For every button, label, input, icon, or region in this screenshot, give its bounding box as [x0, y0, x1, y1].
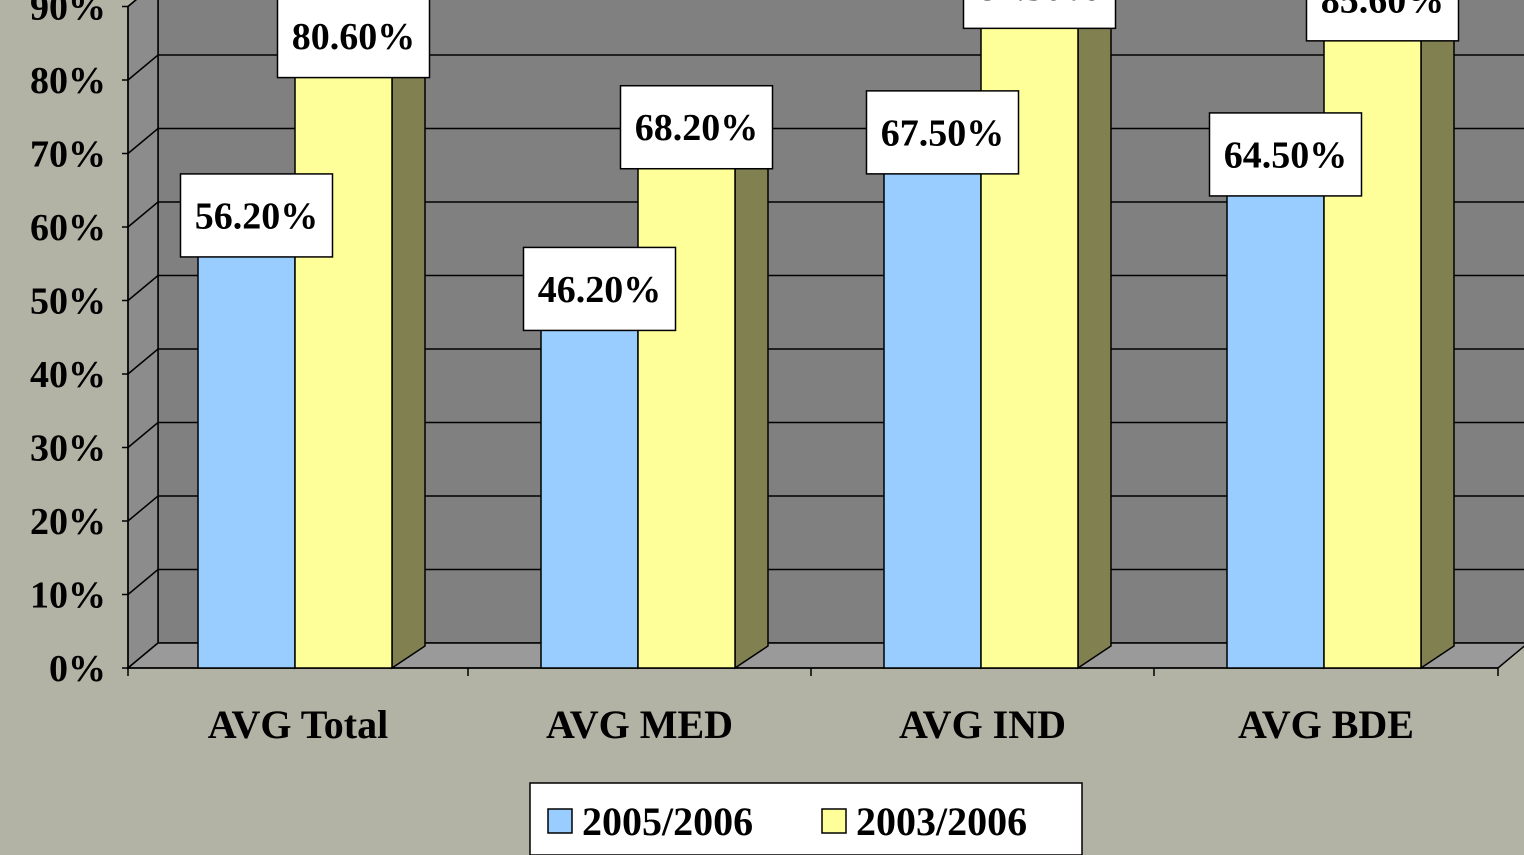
legend-swatch — [547, 808, 573, 834]
y-tick-label: 10% — [30, 575, 106, 617]
data-label-box — [619, 84, 774, 170]
legend-label: 2005/2006 — [582, 799, 753, 844]
plot-walls — [125, 0, 1524, 670]
bar-side-face — [391, 52, 426, 670]
category-labels: AVG Total AVG MED AVG IND AVG BDE — [208, 702, 1414, 747]
y-tick-label: 70% — [30, 134, 106, 176]
data-label-text: 67.50% — [881, 112, 1005, 154]
data-labels: 56.20% 46.20% 67.50% 64.50% 80.60% 68.20% 87.3… — [179, 0, 1460, 332]
y-tick-label: 80% — [30, 60, 106, 102]
x-category-label: AVG Total — [208, 702, 388, 747]
y-tick-label: 30% — [30, 428, 106, 470]
data-label: 56.20% — [179, 173, 334, 258]
y-tick-labels: 0% 10% 20% 30% 40% 50% 60% 70% 80% 90% — [30, 0, 106, 690]
y-tick-label: 90% — [30, 0, 106, 29]
data-label: 64.50% — [1208, 112, 1363, 197]
data-label-text: 87.30% — [978, 0, 1102, 9]
y-tick-label: 50% — [30, 281, 106, 323]
data-label-box — [865, 90, 1020, 175]
data-label: 68.20% — [619, 84, 774, 170]
bar-front-face — [540, 327, 639, 669]
y-tick-label: 0% — [49, 648, 106, 690]
bar — [635, 143, 771, 670]
bar — [292, 52, 428, 670]
legend-entry: 2005/2006 — [547, 799, 753, 844]
bar-front-face — [637, 165, 736, 669]
data-label: 46.20% — [522, 246, 677, 332]
bar-front-face — [197, 254, 296, 669]
data-label-box — [179, 173, 334, 258]
data-label-text: 46.20% — [538, 269, 662, 311]
x-category-label: AVG IND — [899, 702, 1066, 747]
legend-swatch — [821, 808, 847, 834]
data-label: 80.60% — [276, 0, 431, 79]
y-tick-label: 20% — [30, 501, 106, 543]
data-label-box — [962, 0, 1117, 30]
bar-front-face — [883, 171, 982, 669]
x-category-label: AVG MED — [546, 702, 733, 747]
data-label: 85.60% — [1305, 0, 1460, 42]
data-label-text: 64.50% — [1224, 134, 1348, 176]
data-label-box — [1208, 112, 1363, 197]
bar-side-face — [734, 143, 769, 670]
bar-side-face — [1420, 15, 1455, 670]
data-label-text: 85.60% — [1321, 0, 1445, 21]
data-label-box — [1305, 0, 1460, 42]
legend: 2005/2006 2003/2006 — [529, 782, 1083, 855]
bar-front-face — [294, 74, 393, 669]
legend-label: 2003/2006 — [856, 799, 1027, 844]
y-tick-label: 40% — [30, 354, 106, 396]
data-label-text: 68.20% — [635, 107, 759, 149]
data-label-text: 56.20% — [195, 195, 319, 237]
data-label: 87.30% — [962, 0, 1117, 30]
data-label-box — [522, 246, 677, 332]
data-label-box — [276, 0, 431, 79]
data-label: 67.50% — [865, 90, 1020, 175]
x-category-label: AVG BDE — [1238, 702, 1414, 747]
bar-front-face — [1226, 193, 1325, 669]
data-label-text: 80.60% — [292, 16, 416, 58]
legend-entry: 2003/2006 — [821, 799, 1027, 844]
y-tick-label: 60% — [30, 207, 106, 249]
legend-box — [529, 782, 1083, 855]
bar-side-face — [1077, 2, 1112, 670]
plot-side-wall — [127, 0, 159, 670]
